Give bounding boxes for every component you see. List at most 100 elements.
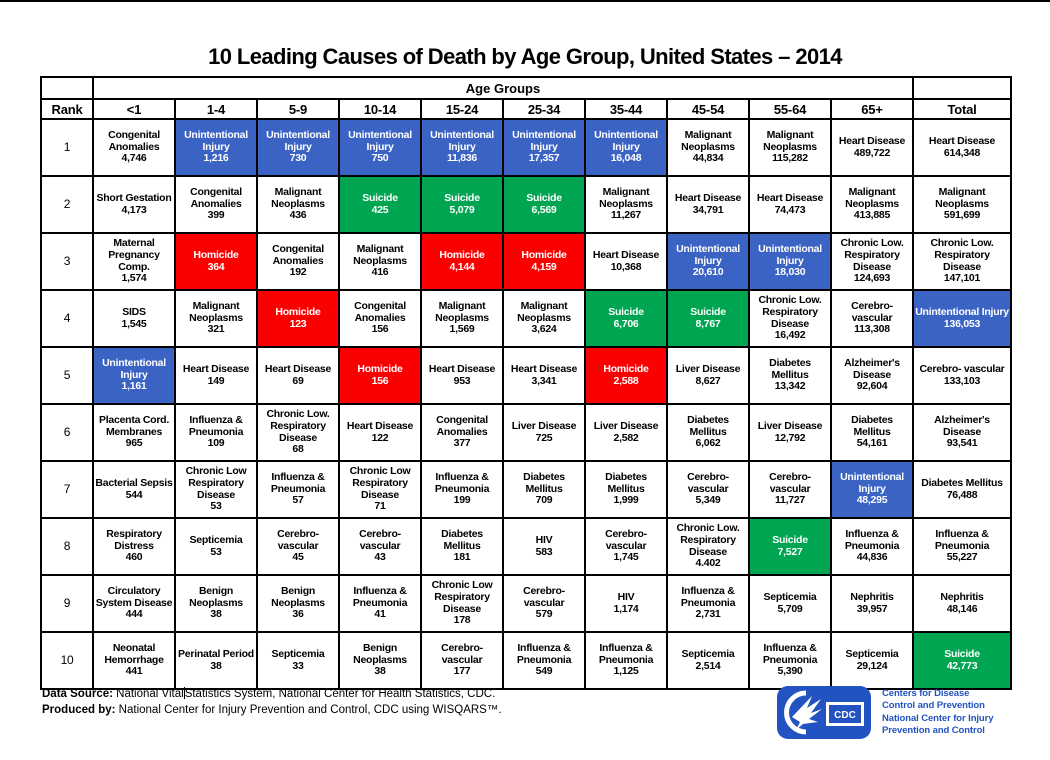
- cause-cell: Bacterial Sepsis 544: [92, 460, 176, 519]
- cause-label: Suicide: [772, 533, 808, 546]
- cause-label: Suicide: [690, 305, 726, 318]
- cause-label: Influenza & Pneumonia: [516, 641, 572, 666]
- cause-value: 4.402: [695, 557, 721, 570]
- cause-label: Influenza & Pneumonia: [762, 641, 818, 666]
- cause-value: 1,161: [121, 380, 147, 393]
- cause-cell: Benign Neoplasms 36: [256, 574, 340, 633]
- cause-cell: Homicide 364: [174, 232, 258, 291]
- cause-value: 38: [210, 659, 222, 672]
- cause-label: Heart Disease: [674, 191, 742, 204]
- cause-label: Liver Disease: [593, 419, 659, 432]
- cause-label: Perinatal Period: [178, 647, 254, 660]
- cause-value: 11,727: [774, 494, 806, 507]
- cause-value: 39,957: [856, 602, 888, 615]
- cause-label: Liver Disease: [757, 419, 823, 432]
- cause-cell: Influenza & Pneumonia 549: [502, 631, 586, 690]
- cause-value: 54,161: [856, 437, 888, 450]
- cause-cell: Heart Disease 74,473: [748, 175, 832, 234]
- column-header-45-54: 45-54: [666, 98, 750, 120]
- cause-value: 29,124: [856, 659, 888, 672]
- cause-value: 544: [125, 488, 143, 501]
- cause-value: 2,588: [613, 374, 639, 387]
- cause-label: Malignant Neoplasms: [435, 299, 489, 324]
- cause-cell: Alzheimer's Disease 92,604: [830, 346, 914, 405]
- cause-cell: Nephritis 39,957: [830, 574, 914, 633]
- cause-value: 953: [453, 374, 471, 387]
- cause-cell: Suicide 7,527: [748, 517, 832, 576]
- data-source-line: Data Source: National VitalStatistics Sy…: [42, 687, 502, 703]
- cause-cell: Liver Disease 12,792: [748, 403, 832, 462]
- cause-cell: Chronic Low. Respiratory Disease 68: [256, 403, 340, 462]
- cause-label: Unintentional Injury: [915, 305, 1009, 318]
- produced-by-line: Produced by: National Center for Injury …: [42, 703, 502, 719]
- cause-label: Unintentional Injury: [102, 356, 166, 381]
- cause-value: 2,731: [695, 608, 721, 621]
- cause-cell: Heart Disease 953: [420, 346, 504, 405]
- cause-value: 709: [535, 494, 553, 507]
- cause-cell: Unintentional Injury 48,295: [830, 460, 914, 519]
- cause-label: Maternal Pregnancy Comp.: [108, 236, 160, 273]
- cause-value: 45: [292, 551, 304, 564]
- cause-value: 156: [371, 374, 389, 387]
- cause-label: Suicide: [444, 191, 480, 204]
- cause-cell: Malignant Neoplasms 3,624: [502, 289, 586, 348]
- cause-cell: HIV 583: [502, 517, 586, 576]
- cause-value: 321: [207, 323, 225, 336]
- cause-label: Septicemia: [681, 647, 735, 660]
- hhs-cdc-logo-block: CDC Centers for Disease Control and Preve…: [776, 685, 994, 740]
- cause-cell: SIDS 1,545: [92, 289, 176, 348]
- table-row-rank-7: 7 Bacterial Sepsis 544 Chronic Low Respirat…: [40, 460, 1012, 519]
- cause-cell: Unintentional Injury 17,357: [502, 118, 586, 177]
- cause-cell: Diabetes Mellitus 1,999: [584, 460, 668, 519]
- table-row-rank-1: 1 Congenital Anomalies 4,746 Unintentional …: [40, 118, 1012, 177]
- cause-cell: Cerebro- vascular 133,103: [912, 346, 1012, 405]
- cause-label: Homicide: [603, 362, 649, 375]
- cause-label: Diabetes Mellitus: [687, 413, 729, 438]
- cause-cell: Diabetes Mellitus 709: [502, 460, 586, 519]
- cause-cell: Heart Disease 69: [256, 346, 340, 405]
- cause-label: HIV: [535, 533, 553, 546]
- cause-value: 33: [292, 659, 304, 672]
- cause-cell: Diabetes Mellitus 6,062: [666, 403, 750, 462]
- cause-value: 71: [374, 500, 386, 513]
- cause-value: 591,699: [943, 209, 981, 222]
- cause-cell: Chronic Low. Respiratory Disease 147,101: [912, 232, 1012, 291]
- cause-value: 5,079: [449, 203, 475, 216]
- cause-value: 750: [371, 152, 389, 165]
- cause-cell: Suicide 6,569: [502, 175, 586, 234]
- cause-value: 725: [535, 431, 553, 444]
- cause-cell: Nephritis 48,146: [912, 574, 1012, 633]
- hhs-cdc-logo-icon: CDC: [777, 686, 871, 739]
- cause-cell: Influenza & Pneumonia 55,227: [912, 517, 1012, 576]
- cause-label: Congenital Anomalies: [436, 413, 488, 438]
- cause-cell: Respiratory Distress 460: [92, 517, 176, 576]
- table-row-rank-10: 10 Neonatal Hemorrhage 441 Perinatal Period…: [40, 631, 1012, 690]
- cause-cell: Diabetes Mellitus 76,488: [912, 460, 1012, 519]
- cause-label: Respiratory Distress: [106, 527, 162, 552]
- cause-cell: Congenital Anomalies 4,746: [92, 118, 176, 177]
- cause-value: 399: [207, 209, 225, 222]
- cause-value: 1,745: [613, 551, 639, 564]
- cause-label: Heart Disease: [346, 419, 414, 432]
- cdc-logo-text-line: Prevention and Control: [882, 725, 985, 737]
- cause-cell: Heart Disease 614,348: [912, 118, 1012, 177]
- cause-value: 178: [453, 614, 471, 627]
- cause-value: 16,492: [774, 329, 806, 342]
- column-header-25-34: 25-34: [502, 98, 586, 120]
- cause-cell: Septicemia 33: [256, 631, 340, 690]
- column-header-row: Rank <1 1-4 5-9 10-14 15-24 25-34 35-44 45-54 55-…: [40, 98, 1012, 120]
- cause-cell: Chronic Low Respiratory Disease 71: [338, 460, 422, 519]
- cause-cell: Cerebro- vascular 113,308: [830, 289, 914, 348]
- cause-cell: Homicide 123: [256, 289, 340, 348]
- cdc-logo-text-line: Control and Prevention: [882, 700, 985, 712]
- cause-cell: Septicemia 5,709: [748, 574, 832, 633]
- column-header-55-64: 55-64: [748, 98, 832, 120]
- cause-label: Heart Disease: [838, 134, 906, 147]
- cause-cell: Perinatal Period 38: [174, 631, 258, 690]
- cause-label: Chronic Low Respiratory Disease: [431, 578, 493, 615]
- cause-value: 8,627: [695, 374, 721, 387]
- cause-value: 76,488: [946, 488, 978, 501]
- table-row-rank-4: 4 SIDS 1,545 Malignant Neoplasms 321 Homicide…: [40, 289, 1012, 348]
- cause-cell: Diabetes Mellitus 181: [420, 517, 504, 576]
- cause-cell: Placenta Cord. Membranes 965: [92, 403, 176, 462]
